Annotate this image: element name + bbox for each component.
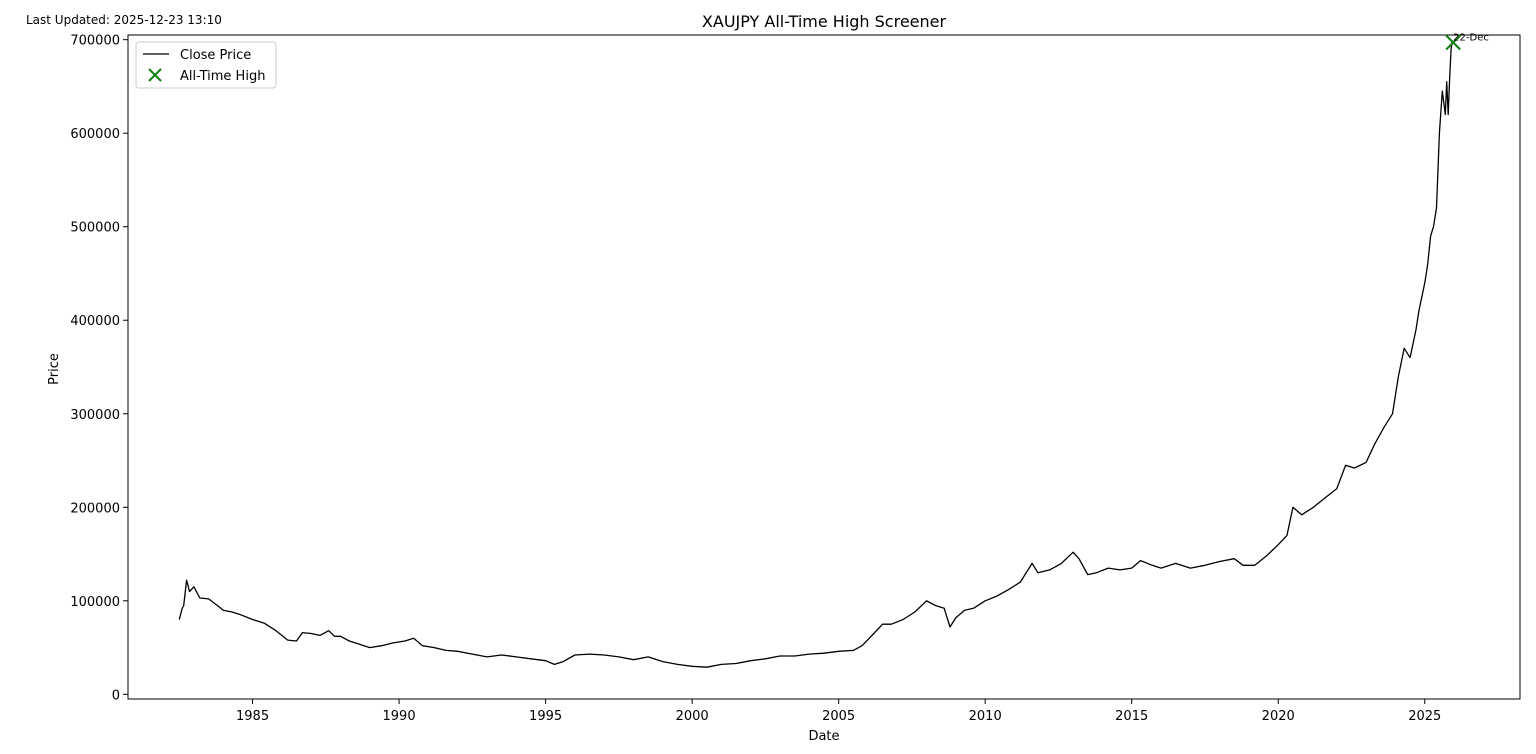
x-tick-label: 2015 — [1115, 709, 1148, 724]
last-updated-text: Last Updated: 2025-12-23 13:10 — [26, 13, 222, 27]
legend: Close Price All-Time High — [135, 41, 277, 89]
all-time-high-marker — [1445, 34, 1461, 51]
x-tick-label: 2020 — [1262, 709, 1295, 724]
x-tick-label: 1990 — [383, 709, 416, 724]
legend-label-all-time-high: All-Time High — [180, 69, 265, 84]
legend-box — [135, 41, 277, 89]
axes-frame — [127, 34, 1521, 700]
x-tick-label: 2005 — [822, 709, 855, 724]
x-tick-label: 2010 — [969, 709, 1002, 724]
chart-title: XAUJPY All-Time High Screener — [702, 12, 947, 31]
y-tick-label: 400000 — [70, 314, 120, 329]
legend-x-marker-icon — [148, 68, 162, 82]
x-tick-label: 2000 — [676, 709, 709, 724]
marker-stroke — [1445, 34, 1461, 51]
all-time-high-label: 22-Dec — [1453, 32, 1489, 43]
y-axis-label: Price — [47, 353, 62, 385]
plot-area: 1985 1990 1995 2000 2005 2010 2015 2020 2025 0 100… — [70, 32, 1521, 724]
x-tick-label: 2025 — [1408, 709, 1441, 724]
y-tick-label: 300000 — [70, 408, 120, 423]
y-tick-label: 0 — [112, 688, 120, 703]
series-line-close-price — [178, 41, 1454, 668]
x-axis-label: Date — [808, 729, 839, 744]
y-tick-label: 200000 — [70, 501, 120, 516]
y-tick-label: 600000 — [70, 127, 120, 142]
y-tick-label: 100000 — [70, 595, 120, 610]
y-tick-label: 500000 — [70, 221, 120, 236]
y-tick-label: 700000 — [70, 34, 120, 49]
legend-label-close-price: Close Price — [180, 48, 251, 63]
x-tick-label: 1995 — [529, 709, 562, 724]
x-tick-label: 1985 — [236, 709, 269, 724]
